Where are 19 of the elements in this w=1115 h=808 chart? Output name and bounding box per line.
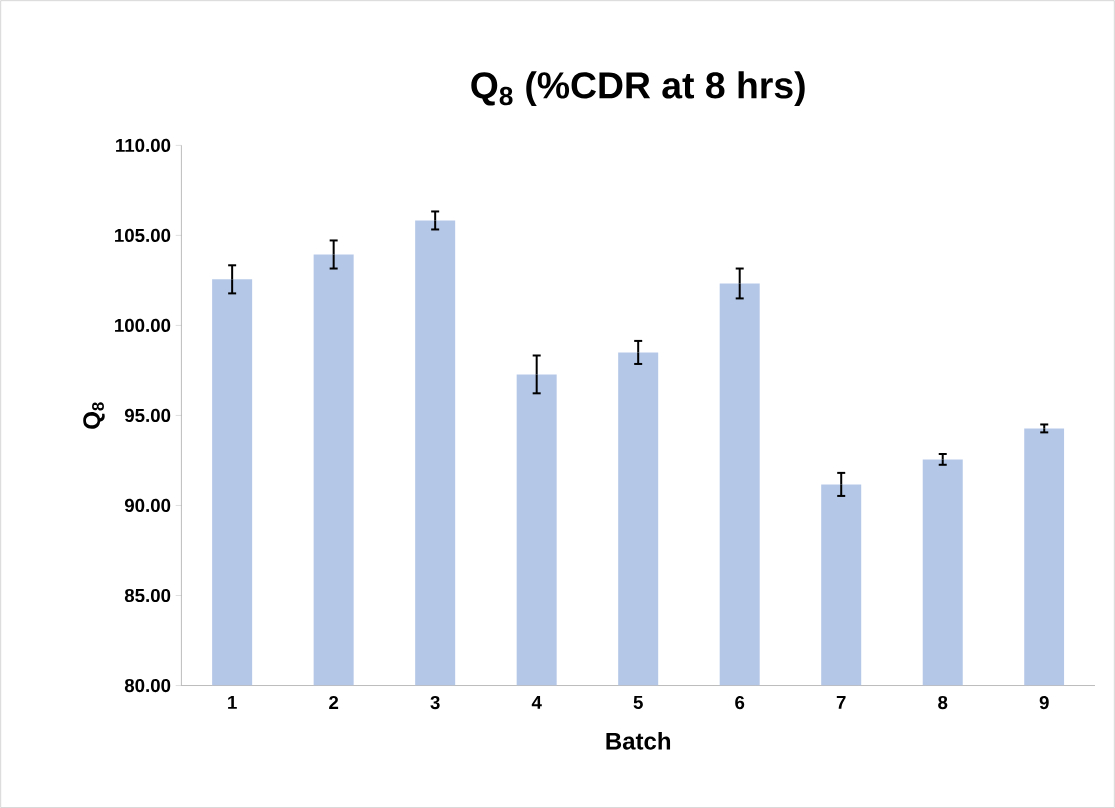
- x-tick-label: 3: [430, 695, 440, 710]
- y-tick-label: 85.00: [124, 588, 171, 603]
- y-tick-label: 95.00: [124, 408, 171, 422]
- x-tick-label: 1: [228, 695, 237, 709]
- x-tick-label: 8: [938, 695, 948, 710]
- x-tick-label: 9: [1039, 695, 1049, 710]
- y-tick-label: 105.00: [115, 228, 171, 242]
- x-tick-label: 5: [633, 695, 643, 709]
- x-tick-label: 4: [531, 695, 542, 709]
- chart-title: Q$_{8}$ (%CDR at 8 hrs): [471, 71, 805, 106]
- y-tick-label: 80.00: [124, 678, 171, 693]
- y-tick-label: 110.00: [116, 138, 171, 152]
- y-tick-label: 90.00: [124, 498, 171, 512]
- y-axis-title: Q$_{8}$: [83, 402, 105, 429]
- x-tick-label: 6: [735, 695, 745, 710]
- x-tick-label: 7: [836, 695, 846, 709]
- x-tick-label: 2: [329, 695, 339, 709]
- x-axis-title: Batch: [606, 731, 671, 750]
- y-tick-label: 100.00: [115, 318, 171, 332]
